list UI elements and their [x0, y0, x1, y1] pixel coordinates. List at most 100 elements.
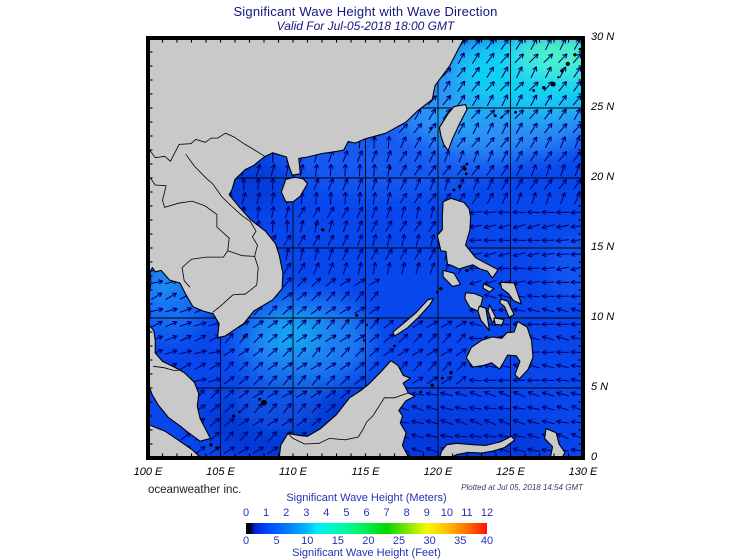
islet	[578, 47, 582, 51]
wave-arrow	[369, 334, 379, 342]
colorbar-feet-ticks: 0 5 10 15 20 25 30 35 40	[243, 535, 493, 547]
wave-arrow	[386, 221, 392, 232]
page-title: Significant Wave Height with Wave Direct…	[233, 4, 498, 19]
wave-arrow	[469, 378, 482, 382]
wave-arrow	[546, 192, 551, 204]
wave-arrow	[267, 447, 277, 454]
border-china-vietnam-laos	[148, 133, 265, 161]
wave-arrow	[239, 404, 248, 413]
islet	[458, 184, 462, 189]
wave-arrow	[341, 376, 350, 385]
wave-arrow	[269, 403, 277, 413]
wave-arrow	[341, 390, 350, 398]
wave-arrow	[498, 238, 511, 242]
wave-arrow	[400, 165, 406, 176]
colorbar-meter-tick: 9	[423, 507, 430, 519]
wave-arrow	[440, 434, 452, 438]
wave-arrow	[343, 151, 348, 162]
colorbar-meter-tick: 11	[461, 507, 473, 519]
wave-arrow	[400, 151, 407, 161]
wave-arrow	[271, 178, 276, 190]
wave-arrow	[282, 391, 293, 397]
wave-arrow	[473, 179, 478, 190]
wave-arrow	[527, 280, 540, 284]
wave-arrow	[430, 234, 434, 246]
wave-arrow	[268, 376, 276, 385]
wave-arrow	[300, 164, 304, 176]
wave-arrow	[516, 137, 523, 147]
colorbar-meter-tick: 12	[480, 507, 494, 519]
wave-arrow	[513, 238, 526, 242]
wave-arrow	[528, 434, 540, 439]
wave-arrow	[354, 307, 365, 313]
lat-label: 15 N	[591, 241, 615, 253]
map-panel	[146, 36, 585, 460]
wave-arrow	[254, 334, 263, 343]
wave-arrow	[297, 419, 307, 426]
mindoro	[443, 270, 460, 286]
wave-arrow	[484, 406, 497, 410]
wave-arrow	[426, 448, 438, 453]
colorbar-title-feet: Significant Wave Height (Feet)	[292, 547, 441, 559]
wave-arrow	[556, 420, 568, 424]
islet	[258, 397, 262, 401]
colorbar-meter-tick: 5	[343, 507, 350, 519]
islet	[209, 443, 213, 447]
wave-arrow	[556, 364, 568, 368]
wave-arrow	[484, 434, 497, 438]
wave-arrow	[194, 350, 206, 354]
wave-arrow	[358, 235, 363, 246]
wave-arrow	[165, 350, 177, 355]
wave-arrow	[556, 392, 568, 396]
wave-arrow	[528, 420, 540, 424]
wave-arrow	[544, 54, 553, 63]
islet	[315, 223, 318, 227]
wave-arrow	[412, 321, 422, 328]
lat-label: 5 N	[591, 381, 609, 393]
wave-arrow	[151, 321, 162, 327]
wave-arrow	[573, 179, 581, 189]
wave-arrow	[443, 95, 451, 105]
wave-arrow	[561, 193, 566, 204]
wave-arrow	[426, 420, 438, 424]
wave-arrow	[328, 263, 333, 274]
islet	[435, 290, 439, 294]
islet	[419, 390, 423, 394]
lon-label: 100 E	[133, 466, 163, 478]
wave-arrow	[486, 138, 494, 148]
wave-arrow	[429, 151, 435, 162]
wave-arrow	[383, 349, 393, 356]
wave-arrow	[429, 249, 435, 260]
islet	[500, 115, 503, 119]
wave-arrow	[414, 124, 422, 134]
leyte	[500, 299, 515, 317]
wave-arrow	[326, 292, 335, 301]
wave-arrow	[502, 95, 508, 106]
wave-arrow	[209, 363, 220, 369]
wave-arrow	[474, 151, 479, 162]
wave-arrow	[369, 307, 380, 314]
wave-arrow	[530, 179, 538, 189]
wave-arrow	[545, 137, 551, 148]
wave-arrow	[458, 95, 465, 105]
wave-arrow	[369, 279, 380, 285]
wave-arrow	[516, 165, 522, 176]
wave-arrow	[269, 432, 277, 442]
map-canvas	[148, 38, 583, 458]
wave-arrow	[487, 95, 493, 106]
wave-arrow	[311, 363, 322, 369]
islet	[550, 81, 556, 87]
wave-arrow	[428, 362, 436, 371]
wave-arrow	[484, 225, 496, 229]
wave-arrow	[357, 207, 363, 218]
wave-arrow	[527, 253, 539, 257]
wave-arrow	[398, 349, 409, 356]
wave-arrow	[311, 418, 321, 426]
wave-arrow	[210, 432, 219, 441]
wave-arrow	[401, 234, 405, 246]
islet	[557, 76, 560, 79]
lon-label: 115 E	[351, 466, 380, 478]
wave-arrow	[180, 322, 192, 327]
wave-arrow	[429, 109, 436, 120]
